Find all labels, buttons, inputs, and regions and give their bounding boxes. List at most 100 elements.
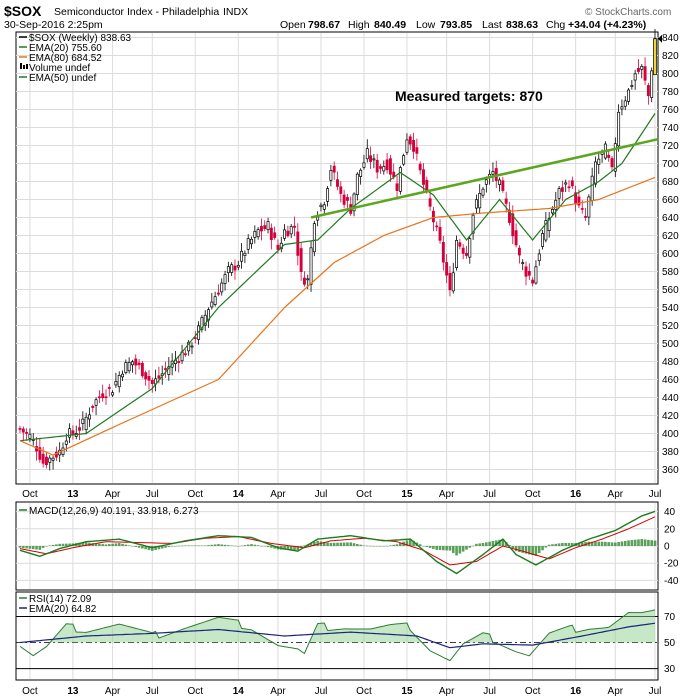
macd-histogram-bar: [114, 543, 118, 546]
price-y-tick: 840: [662, 33, 679, 44]
price-y-tick: 820: [662, 51, 679, 62]
macd-histogram-bar: [382, 546, 386, 547]
candle: [385, 152, 389, 174]
price-y-tick: 740: [662, 123, 679, 134]
price-y-tick: 480: [662, 357, 679, 368]
macd-y-tick: -40: [664, 576, 679, 587]
x-tick-label-top: Jul: [146, 489, 159, 500]
brand-watermark: © StockCharts.com: [585, 7, 671, 18]
macd-histogram-bar: [316, 540, 319, 546]
macd-histogram-bar: [653, 540, 657, 546]
macd-histogram-bar: [389, 545, 392, 546]
macd-histogram-bar: [375, 546, 379, 547]
open-value: 798.67: [308, 19, 340, 31]
candle: [481, 186, 485, 198]
macd-histogram-bar: [270, 546, 273, 548]
x-tick-label-top: Apr: [105, 489, 121, 500]
candle: [190, 342, 194, 355]
macd-histogram-bar: [372, 546, 376, 547]
candle: [640, 64, 644, 79]
candle: [365, 139, 369, 163]
macd-histogram-bar: [227, 545, 230, 546]
macd-histogram-bar: [633, 539, 637, 546]
candle: [68, 423, 72, 444]
candle: [382, 160, 386, 175]
macd-histogram-bar: [55, 544, 58, 546]
candle: [441, 235, 445, 271]
macd-histogram-bar: [51, 544, 55, 546]
candle: [650, 67, 654, 103]
macd-histogram-bar: [594, 541, 597, 546]
macd-histogram-bar: [524, 546, 528, 554]
macd-histogram-bar: [286, 546, 290, 550]
candle: [273, 226, 277, 240]
macd-histogram-bar: [418, 544, 422, 546]
macd-histogram-bar: [141, 546, 144, 549]
macd-histogram-bar: [41, 546, 45, 548]
candle: [560, 180, 564, 202]
candle: [564, 179, 568, 192]
candle: [117, 371, 121, 393]
candle: [329, 164, 333, 187]
macd-histogram-bar: [475, 543, 478, 546]
trendline: [310, 137, 659, 219]
macd-histogram-bar: [326, 542, 329, 546]
candle: [45, 451, 48, 469]
high-value: 840.49: [374, 19, 406, 31]
macd-histogram-bar: [623, 540, 627, 546]
x-tick-label-top: 15: [401, 489, 413, 500]
macd-histogram-bar: [94, 543, 98, 546]
candle: [521, 259, 525, 271]
x-tick-label-top: Oct: [525, 489, 541, 500]
macd-histogram-bar: [412, 540, 415, 546]
candle: [144, 370, 148, 386]
high-label: High: [348, 19, 370, 31]
candle: [352, 192, 356, 217]
macd-histogram-bar: [78, 542, 81, 546]
chg-value: +34.04 (+4.23%): [568, 19, 646, 31]
x-tick-label-bottom: Oct: [356, 686, 372, 697]
x-tick-label-bottom: 14: [233, 686, 245, 697]
candle: [514, 223, 518, 248]
candle: [531, 277, 535, 287]
candle: [633, 69, 637, 90]
candle: [646, 82, 650, 105]
macd-histogram-bar: [127, 545, 131, 546]
macd-y-tick: 40: [664, 507, 676, 518]
macd-histogram-bar: [147, 546, 151, 551]
macd-histogram-bar: [600, 541, 604, 546]
candle: [319, 202, 323, 212]
macd-histogram-bar: [240, 545, 243, 547]
macd-histogram-bar: [541, 546, 544, 551]
candle: [398, 165, 402, 195]
price-y-tick: 720: [662, 141, 679, 152]
macd-histogram-bar: [508, 545, 511, 546]
macd-histogram-bar: [504, 542, 508, 546]
price-y-tick: 460: [662, 375, 679, 386]
macd-histogram-bar: [650, 540, 653, 546]
symbol: $SOX: [4, 3, 42, 19]
macd-histogram-bar: [551, 544, 554, 546]
last-value: 838.63: [506, 19, 538, 31]
candle: [379, 164, 382, 174]
candle: [375, 153, 379, 179]
macd-histogram-bar: [620, 541, 624, 546]
macd-histogram-bar: [293, 546, 296, 551]
price-legend: $SOX (Weekly) 838.63 EMA(20) 755.60 EMA(…: [19, 33, 132, 84]
candle: [104, 389, 108, 405]
candle: [220, 278, 224, 296]
macd-histogram-bar: [81, 542, 85, 546]
candle: [250, 236, 253, 249]
macd-histogram-bar: [362, 545, 366, 546]
macd-histogram-bar: [485, 542, 488, 546]
macd-histogram-bar: [154, 546, 157, 551]
candle: [164, 361, 167, 378]
candle: [643, 57, 647, 85]
macd-histogram-bar: [180, 545, 184, 547]
macd-histogram-bar: [531, 546, 534, 556]
price-y-tick: 400: [662, 429, 679, 440]
candle: [130, 359, 134, 373]
candle: [203, 310, 207, 332]
macd-histogram-bar: [193, 545, 197, 546]
macd-histogram-bar: [101, 544, 104, 546]
